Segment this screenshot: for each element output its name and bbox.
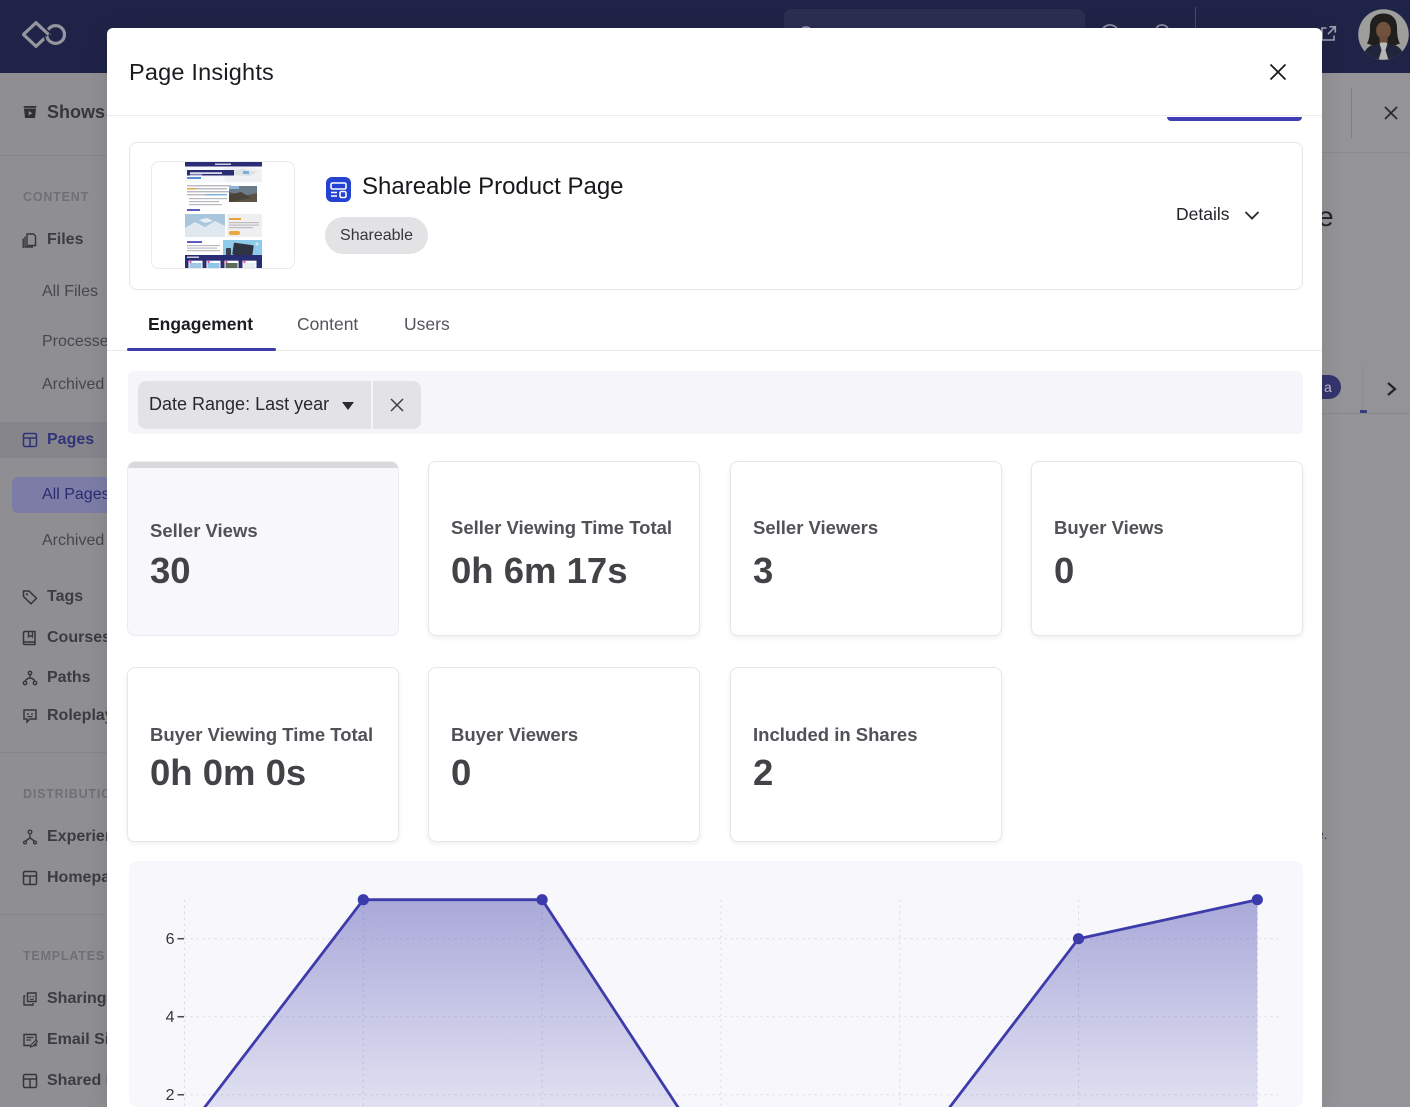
- svg-text:2: 2: [166, 1087, 175, 1104]
- svg-text:6: 6: [166, 931, 175, 948]
- svg-text:4: 4: [166, 1009, 175, 1026]
